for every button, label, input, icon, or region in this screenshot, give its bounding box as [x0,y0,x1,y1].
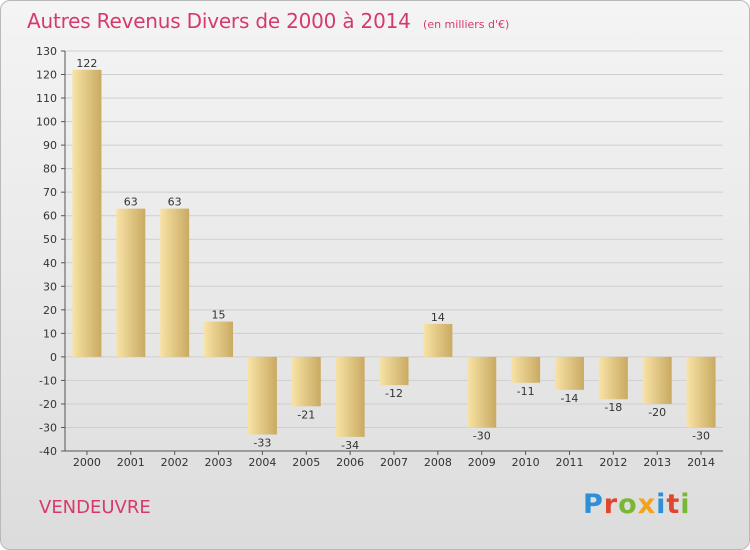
x-tick-label: 2011 [555,456,583,469]
logo-letter: i [656,489,667,520]
x-tick-label: 2007 [380,456,408,469]
data-label: 14 [431,311,445,324]
proxiti-logo: Proxiti [583,489,691,520]
x-tick-label: 2004 [248,456,276,469]
data-label: -18 [604,401,622,414]
x-tick-label: 2008 [424,456,452,469]
y-tick-label: 70 [43,186,57,199]
x-tick-label: 2003 [205,456,233,469]
x-tick-label: 2014 [687,456,715,469]
y-tick-label: 20 [43,304,57,317]
y-tick-label: 80 [43,163,57,176]
y-tick-label: 110 [36,92,57,105]
bar [554,356,584,390]
bar [335,356,365,437]
data-label: -12 [385,387,403,400]
data-label: 63 [124,196,138,209]
bar [423,323,453,357]
y-tick-label: -30 [39,421,57,434]
x-tick-label: 2013 [643,456,671,469]
bar [467,356,497,428]
logo-letter: P [583,489,604,520]
data-label: -33 [253,437,271,450]
x-tick-label: 2012 [599,456,627,469]
x-tick-label: 2001 [117,456,145,469]
bar [291,356,321,407]
y-tick-label: 130 [36,45,57,58]
bar [598,356,628,400]
x-tick-label: 2000 [73,456,101,469]
bar [511,356,541,383]
logo-letter: i [680,489,691,520]
y-tick-label: 10 [43,327,57,340]
y-tick-label: 90 [43,139,57,152]
bar [116,208,146,357]
y-tick-label: 50 [43,233,57,246]
bar [204,321,234,357]
x-tick-label: 2002 [161,456,189,469]
y-tick-label: -20 [39,398,57,411]
bar [642,356,672,404]
y-tick-label: 0 [50,351,57,364]
y-tick-label: -40 [39,445,57,458]
bar [160,208,190,357]
location-label: VENDEUVRE [39,497,151,518]
data-label: -20 [648,406,666,419]
bar [247,356,277,435]
y-tick-label: 40 [43,257,57,270]
bar [686,356,716,428]
chart-title: Autres Revenus Divers de 2000 à 2014 (en… [27,9,509,33]
x-tick-label: 2010 [512,456,540,469]
logo-letter: r [603,489,619,520]
data-label: -30 [473,429,491,442]
data-label: -30 [692,429,710,442]
y-tick-label: -10 [39,374,57,387]
logo-letter: x [637,489,657,520]
logo-letter: o [618,489,638,520]
data-label: -14 [560,392,578,405]
data-label: -21 [297,408,315,421]
x-tick-label: 2006 [336,456,364,469]
bar [379,356,409,386]
data-label: 122 [76,57,97,70]
data-label: 15 [212,309,226,322]
logo-letter: t [666,489,681,520]
x-tick-label: 2009 [468,456,496,469]
chart-unit: (en milliers d'€) [423,18,510,31]
y-tick-label: 120 [36,69,57,82]
y-tick-label: 30 [43,280,57,293]
y-tick-label: 100 [36,116,57,129]
x-tick-label: 2005 [292,456,320,469]
chart-title-text: Autres Revenus Divers de 2000 à 2014 [27,9,411,33]
bar [72,69,102,357]
data-label: -34 [341,439,359,452]
data-label: -11 [517,385,535,398]
data-label: 63 [168,196,182,209]
y-tick-label: 60 [43,210,57,223]
